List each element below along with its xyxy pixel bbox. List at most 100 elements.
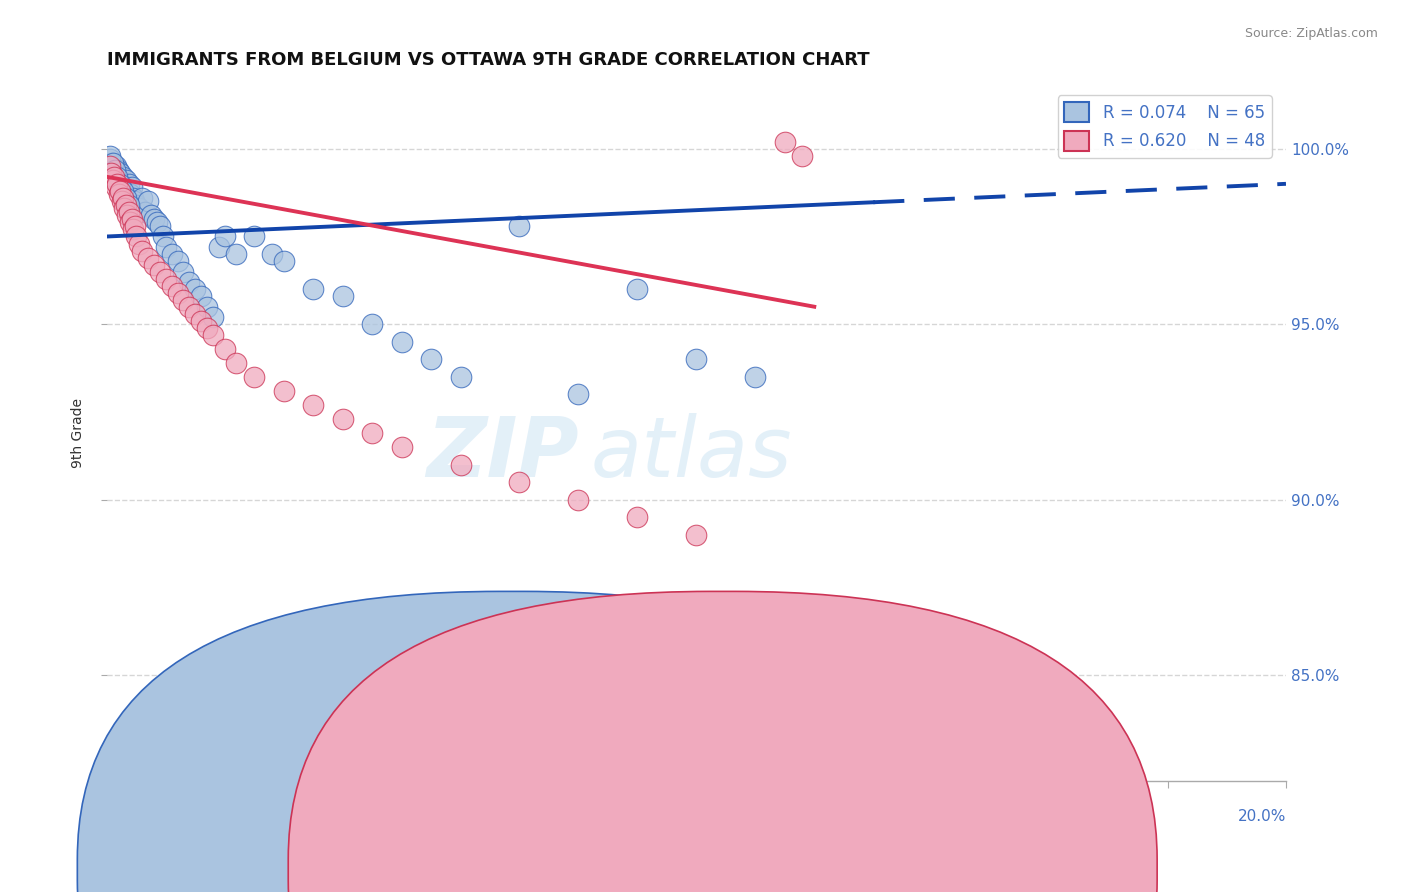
- Point: [108, 173, 131, 187]
- Point: [124, 219, 146, 233]
- Point: [149, 264, 172, 278]
- Point: [160, 247, 183, 261]
- Point: [195, 320, 218, 334]
- Point: [685, 528, 707, 542]
- Point: [101, 173, 124, 187]
- Point: [117, 177, 139, 191]
- Point: [112, 191, 135, 205]
- Point: [118, 198, 141, 212]
- Point: [243, 370, 266, 384]
- Point: [179, 275, 201, 289]
- Point: [111, 184, 134, 198]
- Point: [128, 202, 150, 216]
- Point: [120, 215, 142, 229]
- Point: [100, 166, 122, 180]
- Point: [450, 370, 472, 384]
- Point: [190, 314, 212, 328]
- Point: [125, 198, 148, 212]
- Point: [121, 211, 143, 226]
- Point: [139, 209, 162, 223]
- Point: [155, 240, 177, 254]
- Point: [803, 721, 825, 735]
- Point: [114, 180, 136, 194]
- Point: [122, 191, 145, 205]
- Text: 0.0%: 0.0%: [107, 809, 145, 824]
- Point: [332, 289, 354, 303]
- Point: [166, 285, 188, 300]
- Point: [107, 162, 129, 177]
- Point: [685, 352, 707, 367]
- Point: [172, 293, 194, 307]
- Point: [104, 159, 127, 173]
- Y-axis label: 9th Grade: 9th Grade: [72, 398, 86, 468]
- Point: [208, 240, 231, 254]
- Point: [450, 458, 472, 472]
- Point: [149, 219, 172, 233]
- Point: [117, 184, 139, 198]
- Point: [179, 300, 201, 314]
- Point: [136, 194, 159, 209]
- Point: [792, 149, 814, 163]
- Point: [152, 229, 174, 244]
- Point: [114, 202, 136, 216]
- Point: [128, 236, 150, 251]
- Point: [773, 135, 796, 149]
- Point: [124, 194, 146, 209]
- Point: [103, 162, 125, 177]
- Point: [361, 426, 384, 441]
- Point: [302, 282, 325, 296]
- Point: [131, 191, 153, 205]
- Point: [122, 222, 145, 236]
- Point: [98, 159, 121, 173]
- Point: [110, 177, 132, 191]
- Point: [100, 159, 122, 173]
- Point: [98, 153, 121, 167]
- Point: [136, 251, 159, 265]
- Point: [107, 187, 129, 202]
- Point: [146, 215, 169, 229]
- Point: [214, 229, 236, 244]
- Point: [567, 492, 589, 507]
- Point: [172, 264, 194, 278]
- Point: [120, 187, 142, 202]
- Point: [142, 258, 165, 272]
- Point: [114, 173, 136, 187]
- Text: IMMIGRANTS FROM BELGIUM VS OTTAWA 9TH GRADE CORRELATION CHART: IMMIGRANTS FROM BELGIUM VS OTTAWA 9TH GR…: [107, 51, 869, 69]
- Point: [103, 169, 125, 184]
- Point: [105, 169, 128, 184]
- Point: [101, 155, 124, 169]
- Point: [160, 278, 183, 293]
- Text: Source: ZipAtlas.com: Source: ZipAtlas.com: [1244, 27, 1378, 40]
- Point: [201, 327, 224, 342]
- Point: [420, 352, 443, 367]
- Point: [391, 440, 413, 454]
- Point: [117, 209, 139, 223]
- Point: [225, 247, 247, 261]
- Text: ZIP: ZIP: [426, 414, 578, 494]
- Point: [195, 300, 218, 314]
- Point: [184, 307, 207, 321]
- Point: [101, 155, 124, 169]
- Point: [626, 282, 648, 296]
- Point: [361, 318, 384, 332]
- Point: [110, 166, 132, 180]
- Point: [142, 211, 165, 226]
- Point: [104, 180, 127, 194]
- Point: [105, 177, 128, 191]
- Point: [110, 194, 132, 209]
- Point: [115, 191, 138, 205]
- Point: [121, 180, 143, 194]
- Point: [134, 205, 156, 219]
- Point: [108, 177, 131, 191]
- Point: [104, 162, 127, 177]
- Point: [115, 198, 138, 212]
- Point: [155, 271, 177, 285]
- Point: [273, 384, 295, 398]
- Point: [391, 334, 413, 349]
- Point: [225, 356, 247, 370]
- Point: [332, 412, 354, 426]
- Point: [184, 282, 207, 296]
- Point: [302, 398, 325, 412]
- Text: 20.0%: 20.0%: [1237, 809, 1286, 824]
- Point: [508, 475, 530, 490]
